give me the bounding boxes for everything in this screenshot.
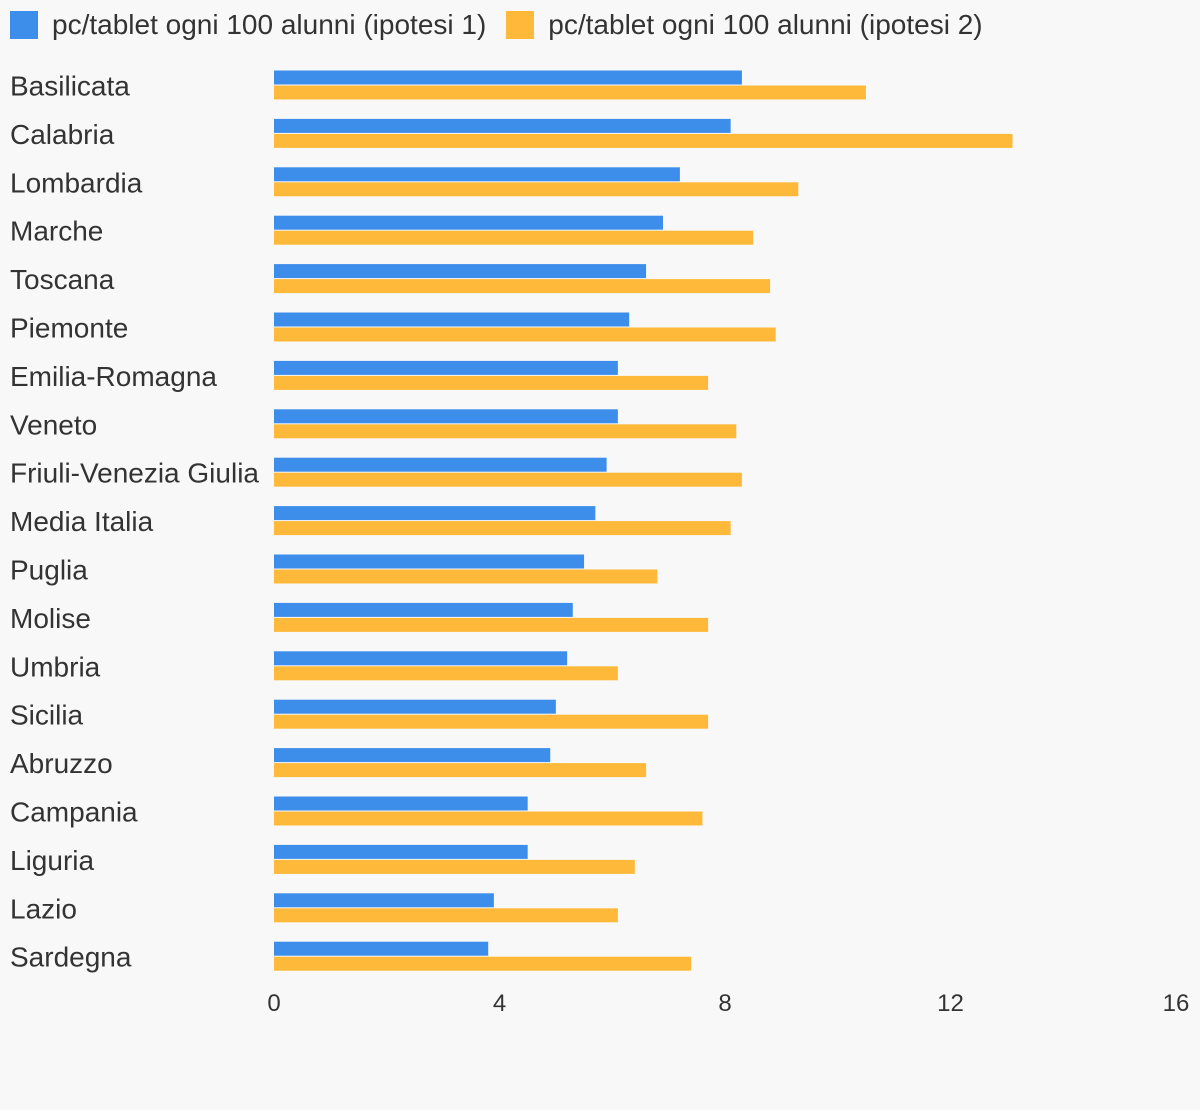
legend-swatch-series-1	[10, 11, 38, 39]
bar-basilicata-series-1	[274, 70, 742, 85]
bar-lombardia-series-2	[274, 182, 799, 197]
bar-toscana-series-2	[274, 279, 771, 294]
bar-marche-series-1	[274, 215, 663, 230]
bar-puglia-series-1	[274, 554, 585, 569]
category-label-sardegna: Sardegna	[10, 942, 132, 973]
bar-media-italia-series-2	[274, 521, 731, 536]
chart-legend: pc/tablet ogni 100 alunni (ipotesi 1) pc…	[10, 8, 1003, 42]
legend-swatch-series-2	[506, 11, 535, 39]
bar-toscana-series-1	[274, 264, 647, 279]
category-labels: Basilicata Calabria Lombardia Marche Toscana…	[10, 71, 259, 973]
bar-molise-series-1	[274, 602, 573, 617]
bar-marche-series-2	[274, 230, 754, 245]
bar-friuli-venezia-giulia-series-2	[274, 472, 742, 487]
bar-veneto-series-2	[274, 424, 737, 439]
bar-abruzzo-series-2	[274, 763, 647, 778]
category-label-piemonte: Piemonte	[10, 313, 128, 344]
x-tick-label-8: 8	[718, 990, 731, 1017]
x-tick-label-16: 16	[1163, 990, 1190, 1017]
bar-liguria-series-1	[274, 844, 528, 859]
x-tick-label-4: 4	[493, 990, 506, 1017]
category-label-calabria: Calabria	[10, 119, 115, 150]
category-label-liguria: Liguria	[10, 845, 94, 876]
bar-friuli-venezia-giulia-series-1	[274, 457, 607, 472]
bar-umbria-series-2	[274, 666, 618, 681]
x-axis-tick-labels: 0 4 8 12 16	[267, 990, 1189, 1017]
category-label-lombardia: Lombardia	[10, 167, 143, 198]
legend-item-series-1: pc/tablet ogni 100 alunni (ipotesi 1)	[10, 9, 486, 41]
bar-sicilia-series-1	[274, 699, 556, 714]
bar-campania-series-1	[274, 796, 528, 811]
bar-lazio-series-1	[274, 893, 494, 908]
bar-calabria-series-1	[274, 118, 731, 133]
bar-umbria-series-1	[274, 651, 568, 666]
category-label-lazio: Lazio	[10, 893, 77, 924]
bar-lombardia-series-1	[274, 167, 680, 182]
category-label-veneto: Veneto	[10, 409, 97, 440]
bar-sardegna-series-2	[274, 956, 692, 971]
bar-sardegna-series-1	[274, 941, 489, 956]
bar-veneto-series-1	[274, 409, 618, 424]
category-label-campania: Campania	[10, 797, 138, 828]
bar-sicilia-series-2	[274, 714, 709, 729]
legend-item-series-2: pc/tablet ogni 100 alunni (ipotesi 2)	[506, 9, 983, 41]
bar-puglia-series-2	[274, 569, 658, 584]
bar-piemonte-series-1	[274, 312, 630, 327]
category-label-marche: Marche	[10, 216, 103, 247]
bar-media-italia-series-1	[274, 506, 596, 521]
bar-emilia-romagna-series-1	[274, 360, 618, 375]
category-label-basilicata: Basilicata	[10, 71, 130, 102]
category-label-media-italia: Media Italia	[10, 506, 154, 537]
category-label-molise: Molise	[10, 603, 91, 634]
legend-label-series-1: pc/tablet ogni 100 alunni (ipotesi 1)	[52, 9, 487, 40]
bars	[274, 70, 1013, 971]
category-label-abruzzo: Abruzzo	[10, 748, 113, 779]
category-label-sicilia: Sicilia	[10, 700, 84, 731]
category-label-friuli-venezia-giulia: Friuli-Venezia Giulia	[10, 458, 259, 489]
bar-piemonte-series-2	[274, 327, 776, 342]
bar-abruzzo-series-1	[274, 748, 551, 763]
bar-campania-series-2	[274, 811, 703, 826]
x-tick-label-0: 0	[267, 990, 280, 1017]
category-label-emilia-romagna: Emilia-Romagna	[10, 361, 217, 392]
bar-liguria-series-2	[274, 859, 635, 874]
bar-molise-series-2	[274, 617, 709, 632]
category-label-umbria: Umbria	[10, 651, 101, 682]
category-label-toscana: Toscana	[10, 264, 115, 295]
bar-emilia-romagna-series-2	[274, 375, 709, 390]
category-label-puglia: Puglia	[10, 555, 88, 586]
bar-lazio-series-2	[274, 908, 618, 923]
bar-calabria-series-2	[274, 133, 1013, 148]
legend-label-series-2: pc/tablet ogni 100 alunni (ipotesi 2)	[548, 9, 983, 40]
bar-basilicata-series-2	[274, 85, 866, 100]
x-tick-label-12: 12	[937, 990, 964, 1017]
